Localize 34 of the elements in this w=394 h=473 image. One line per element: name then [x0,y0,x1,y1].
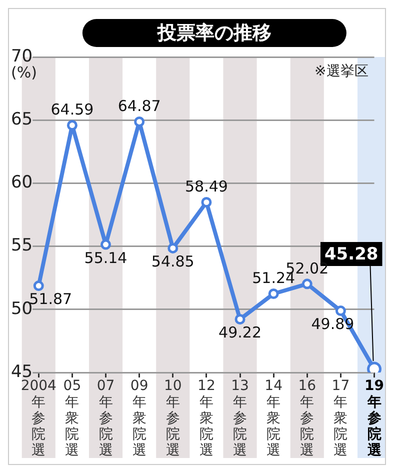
y-tick-label: 55 [10,236,33,256]
x-tick-label: 10年参院選 [164,378,182,459]
point [302,278,312,290]
point [335,306,346,316]
data-label: 55.14 [84,248,128,267]
point [268,288,279,299]
x-tick-label: 09年衆院選 [130,378,148,459]
x-tick-label: 14年衆院選 [264,378,283,459]
data-label: 64.87 [118,97,161,116]
data-label: 64.59 [50,100,94,119]
annotation: ※選挙区 [314,64,368,80]
x-tick-label: 19年参院選 [364,378,384,459]
y-tick-label: 60 [10,172,33,193]
chart-title: 投票率の推移 [156,22,272,44]
data-label: 58.49 [184,178,228,196]
y-tick-label: 65 [10,110,33,130]
x-tick-label: 17年衆院選 [332,378,350,459]
x-tick-label: 12年衆院選 [198,378,216,459]
x-tick-label: 05年衆院選 [63,378,82,459]
data-label: 49.22 [218,324,262,342]
point [168,242,178,254]
point [100,239,112,250]
point [33,280,44,292]
point [234,314,246,324]
point [134,116,145,127]
x-tick-label: 13年参院選 [231,378,249,459]
x-tick-label: 2004年参院選 [20,378,57,459]
x-tick-label: 16年参院選 [298,378,316,459]
y-tick-label: 50 [10,298,33,319]
point [66,120,78,131]
data-label: 54.85 [151,252,194,271]
annotation: 45.28 [324,244,378,264]
point [201,197,212,208]
x-tick-label: 07年参院選 [96,378,115,459]
